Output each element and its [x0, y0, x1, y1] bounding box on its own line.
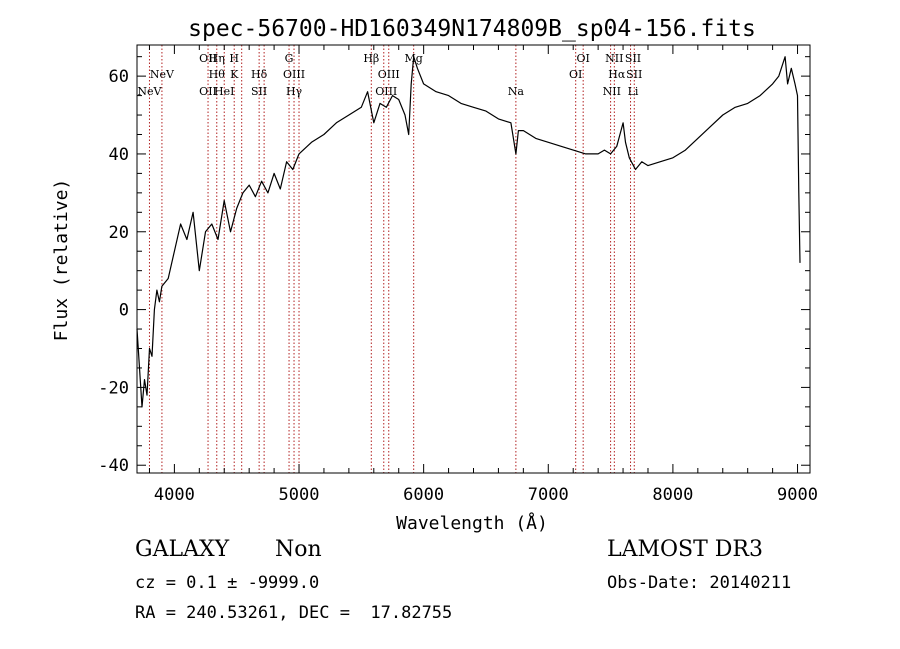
x-axis-label: Wavelength (Å)	[396, 512, 548, 534]
emission-line-label: H	[229, 52, 239, 65]
emission-line-label: OII	[199, 85, 217, 98]
y-tick-label: 60	[109, 67, 129, 87]
emission-line-label: SII	[626, 68, 642, 81]
emission-line-label: OIII	[378, 68, 400, 81]
x-tick-label: 6000	[403, 485, 444, 505]
coordinates-line: RA = 240.53261, DEC = 17.82755	[135, 603, 453, 623]
emission-line-label: Hβ	[363, 52, 379, 65]
redshift-line: cz = 0.1 ± -9999.0	[135, 573, 320, 593]
emission-line-label: OII	[199, 52, 217, 65]
emission-line-label: NII	[603, 85, 621, 98]
emission-line-label: SII	[251, 85, 267, 98]
emission-line-label: Hθ	[209, 68, 226, 81]
obs-date-line: Obs-Date: 20140211	[607, 573, 792, 593]
emission-line-markers	[148, 45, 635, 473]
emission-line-label: OIII	[375, 85, 397, 98]
object-class-label: GALAXY	[135, 537, 230, 562]
y-tick-label: 0	[119, 301, 129, 321]
x-axis-ticks: 4000 5000 6000 7000 8000 9000	[148, 45, 818, 505]
emission-line-label: OI	[569, 68, 582, 81]
y-tick-label: -40	[98, 456, 129, 476]
x-tick-label: 9000	[777, 485, 818, 505]
plot-frame	[136, 44, 811, 474]
chart-title: spec-56700-HD160349N174809B_sp04-156.fit…	[188, 16, 756, 42]
y-axis-label: Flux (relative)	[51, 179, 72, 342]
emission-line-label: OIII	[283, 68, 305, 81]
emission-line-label: NeV	[150, 68, 175, 81]
y-tick-label: 40	[109, 145, 129, 165]
emission-line-label: K	[230, 68, 239, 81]
emission-line-label: G	[285, 52, 294, 65]
emission-line-label: SII	[625, 52, 641, 65]
x-tick-label: 4000	[154, 485, 195, 505]
survey-label: LAMOST DR3	[607, 537, 763, 562]
emission-line-label: Na	[508, 85, 525, 98]
y-axis-ticks: -40 -20 0 20 40 60	[98, 56, 810, 476]
spectrum-line	[136, 56, 801, 408]
emission-line-label: Hδ	[251, 68, 268, 81]
y-tick-label: -20	[98, 378, 129, 398]
x-tick-label: 7000	[528, 485, 569, 505]
emission-line-label: Hγ	[286, 85, 303, 98]
emission-line-label: HeI	[214, 85, 234, 98]
emission-line-label: OI	[576, 52, 589, 65]
emission-line-label: Li	[628, 85, 639, 98]
spectrum-series	[136, 56, 801, 408]
emission-line-label: Hη	[209, 52, 225, 65]
emission-line-label: NII	[605, 52, 623, 65]
x-tick-label: 8000	[652, 485, 693, 505]
y-tick-label: 20	[109, 223, 129, 243]
emission-line-label: Hα	[608, 68, 626, 81]
emission-line-label: NeV	[137, 85, 162, 98]
x-tick-label: 5000	[279, 485, 320, 505]
object-subclass-label: Non	[275, 537, 322, 562]
